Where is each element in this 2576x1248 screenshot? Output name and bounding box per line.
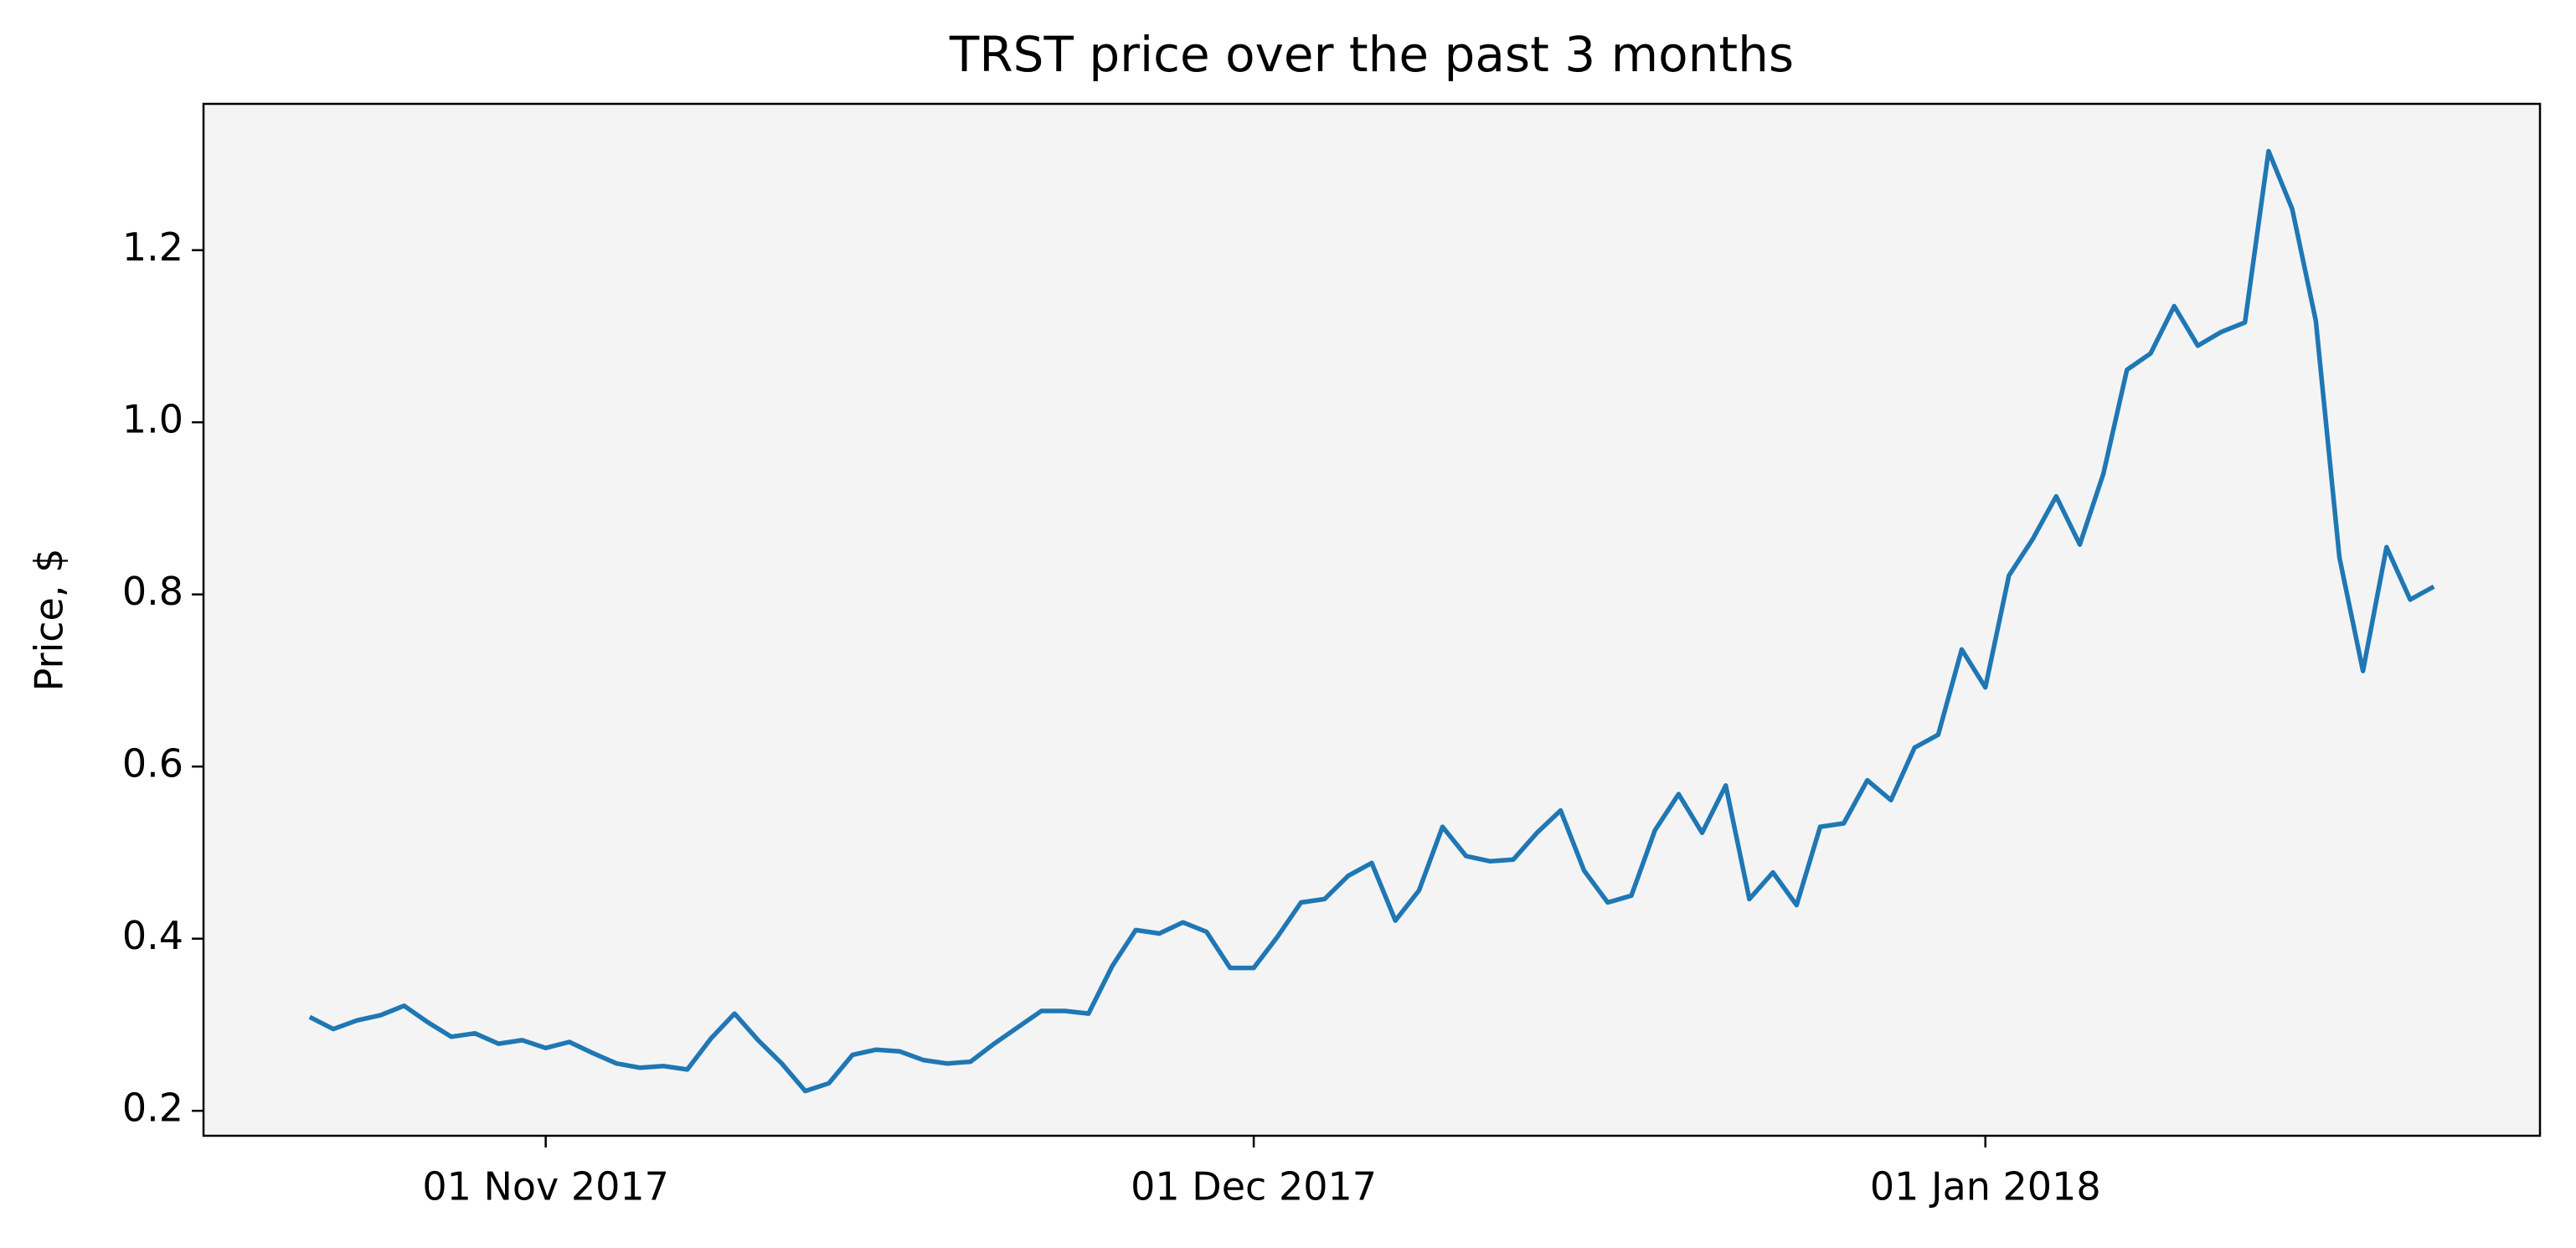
x-tick-label: 01 Nov 2017: [422, 1164, 669, 1209]
y-tick-label: 0.4: [122, 913, 183, 958]
plot-background: [204, 104, 2540, 1136]
y-tick-label: 0.6: [122, 741, 183, 786]
plot-frame: [202, 102, 2542, 1137]
y-axis-label: Price, $: [27, 549, 72, 692]
x-tick-label: 01 Dec 2017: [1131, 1164, 1377, 1209]
y-tick-label: 1.2: [122, 224, 183, 270]
chart-title: TRST price over the past 3 months: [949, 26, 1794, 83]
y-tick-label: 0.8: [122, 569, 183, 614]
y-tick-label: 0.2: [122, 1086, 183, 1131]
price-line: [308, 148, 2435, 1094]
x-tick-label: 01 Jan 2018: [1870, 1164, 2101, 1209]
y-tick-label: 1.0: [122, 397, 183, 442]
